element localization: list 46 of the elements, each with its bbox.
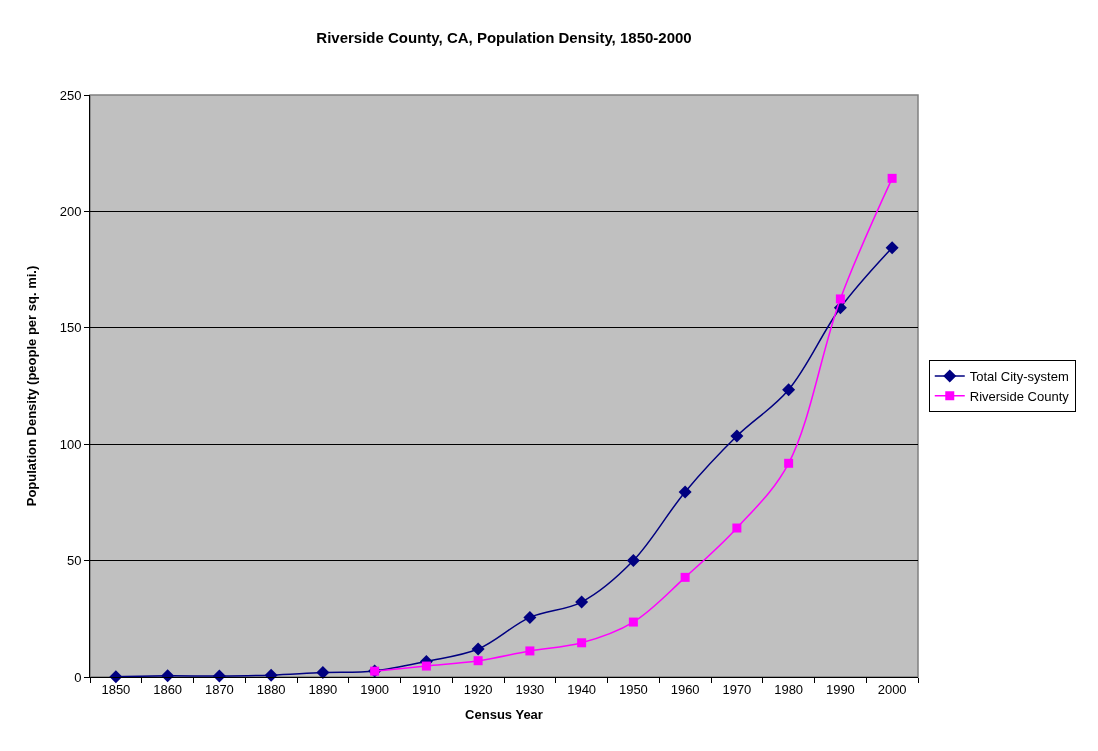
x-tick-label: 1990 (825, 681, 855, 697)
point (523, 610, 537, 624)
point (316, 666, 330, 680)
point (680, 572, 690, 582)
point (835, 294, 845, 304)
x-tick-label: 1980 (774, 681, 804, 697)
point (471, 642, 485, 656)
x-tick-label: 1860 (153, 681, 183, 697)
x-tick-label: 1960 (670, 681, 700, 697)
y-tick-label: 50 (66, 553, 82, 569)
point (887, 173, 897, 183)
y-tick-label: 150 (59, 320, 82, 336)
chart-title: Riverside County, CA, Population Density, 1850-2000 (316, 29, 692, 47)
x-tick-label: 1910 (411, 681, 441, 697)
y-tick-label: 100 (59, 436, 82, 452)
x-tick-label: 2000 (877, 681, 907, 697)
point (421, 661, 431, 671)
x-tick-label: 1970 (722, 681, 752, 697)
x-tick-label: 1890 (308, 681, 338, 697)
x-axis-title: Census Year (465, 707, 543, 723)
point (784, 458, 794, 468)
x-tick-label: 1940 (567, 681, 597, 697)
x-tick-label: 1920 (463, 681, 493, 697)
x-tick-label: 1870 (204, 681, 234, 697)
point (678, 485, 692, 499)
point (730, 429, 744, 443)
x-tick-label: 1930 (515, 681, 545, 697)
x-tick-label: 1950 (618, 681, 648, 697)
point (628, 617, 638, 627)
legend-label: Riverside County (969, 388, 1070, 404)
y-axis-title: Population Density (people per sq. mi.) (23, 265, 39, 507)
point (626, 554, 640, 568)
y-tick-label: 0 (74, 669, 82, 685)
point (782, 383, 796, 397)
x-tick-label: 1900 (360, 681, 390, 697)
x-tick-label: 1850 (101, 681, 131, 697)
point (473, 656, 483, 666)
legend-label: Total City-system (969, 369, 1069, 385)
point (577, 638, 587, 648)
y-tick-label: 250 (59, 87, 82, 103)
y-tick-label: 200 (59, 203, 82, 219)
point (525, 646, 535, 656)
point (732, 523, 742, 533)
point (575, 595, 589, 609)
point (885, 241, 899, 255)
x-tick-label: 1880 (256, 681, 286, 697)
